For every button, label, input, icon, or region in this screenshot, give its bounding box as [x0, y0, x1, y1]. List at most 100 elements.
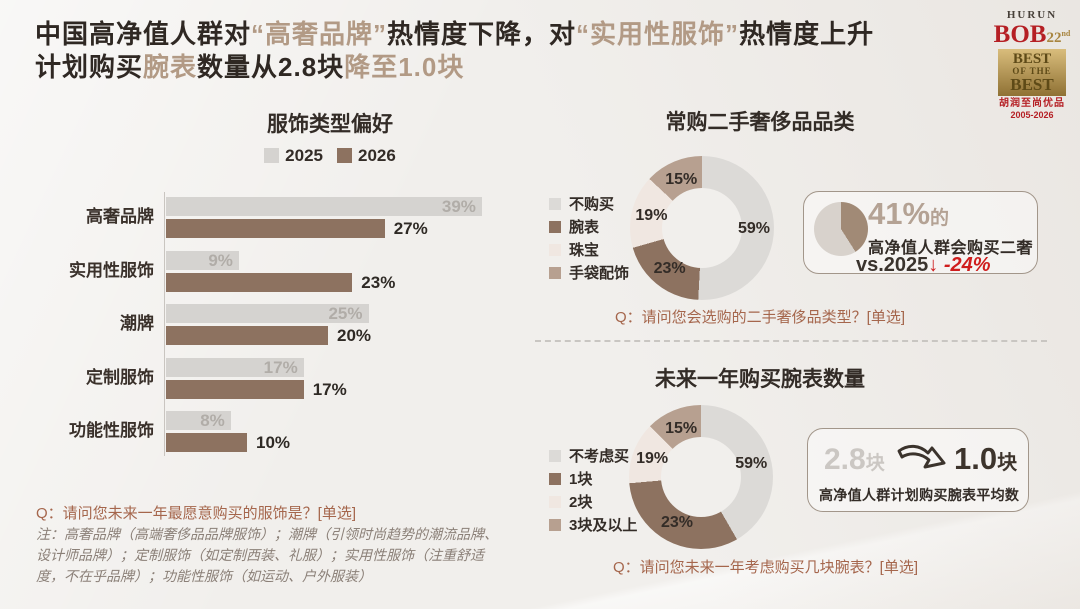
logo-best-3: BEST: [1010, 75, 1054, 94]
bar-2025-功能性服饰: 8%: [166, 411, 231, 430]
legend-swatch: [549, 518, 561, 531]
legend-item-不考虑买: 不考虑买: [549, 448, 637, 465]
legend-item-3块及以上: 3块及以上: [549, 517, 637, 534]
logo-edition: 22nd: [1046, 29, 1071, 46]
legend-item-腕表: 腕表: [549, 219, 629, 236]
donut2-title: 未来一年购买腕表数量: [655, 368, 865, 391]
bar-category-label: 定制服饰: [86, 367, 154, 387]
legend-item-1块: 1块: [549, 471, 637, 488]
logo-years: 2005-2026: [1010, 110, 1054, 120]
donut-slice-label-珠宝: 19%: [635, 206, 668, 224]
logo-best-2: OF THE: [1012, 66, 1052, 76]
logo-chinese-name: 胡润至尚优品: [999, 98, 1065, 109]
bar-chart-note: 注：高奢品牌（高端奢侈品品牌服饰）；潮牌（引领时尚趋势的潮流品牌、 设计师品牌）；…: [36, 524, 498, 587]
secondhand-callout-box: 41%的 高净值人群会购买二奢 vs.2025↓ -24%: [803, 191, 1038, 276]
logo-bob-text: BOB: [993, 21, 1047, 48]
bar-2025-定制服饰: 17%: [166, 357, 304, 377]
bar-2025-潮牌: 25%: [166, 304, 369, 323]
bar-value-label: 23%: [361, 272, 396, 292]
bar-chart: 高奢品牌 39% 27% 实用性服饰 9% 23% 潮牌 25% 20% 定制服饰 17% 17% 功能…: [36, 192, 516, 464]
legend-swatch: [549, 243, 561, 256]
callout1-description: 高净值人群会购买二奢: [868, 240, 1034, 257]
bar-category-label: 潮牌: [120, 314, 154, 333]
bar-2026-定制服饰: [166, 379, 304, 399]
callout1-vs-label: vs.2025: [856, 254, 929, 276]
title-highlight-watch: 腕表: [143, 52, 198, 82]
page-title: 中国高净值人群对“高奢品牌”热情度下降，对“实用性服饰”热情度上升 计划购买腕表…: [35, 18, 874, 84]
note-line: 设计师品牌）；定制服饰（如定制西装、礼服）；实用性服饰（注重舒适: [36, 547, 484, 563]
bar-value-label: 10%: [256, 433, 291, 452]
title-highlight-drop: 降至1.0块: [344, 52, 465, 82]
legend-swatch: [549, 472, 561, 485]
legend-item-2块: 2块: [549, 494, 637, 511]
legend-item-不购买: 不购买: [549, 196, 629, 213]
donut1-legend: 不购买 腕表 珠宝 手袋配饰: [549, 196, 629, 282]
title-text: 数量从2.8块: [197, 52, 345, 82]
callout2-caption: 高净值人群计划购买腕表平均数: [819, 487, 1020, 503]
donut-hole: [661, 437, 741, 517]
bar-value-label: 8%: [200, 411, 225, 430]
donut2-question: Q：请问您未来一年考虑购买几块腕表？[单选]: [613, 559, 919, 576]
bar-value-label: 9%: [208, 250, 233, 270]
legend-swatch: [549, 449, 561, 462]
legend-swatch: [549, 266, 561, 279]
logo-hurun-text: HURUN: [1006, 9, 1058, 21]
donut-slice-label-3块及以上: 15%: [665, 419, 698, 437]
title-highlight-luxury-brand: “高奢品牌”: [251, 19, 388, 49]
bar-2026-高奢品牌: [166, 219, 385, 238]
bar-2026-实用性服饰: [166, 272, 353, 292]
bar-chart-legend: 2025 2026: [160, 146, 500, 166]
watch-callout-box: 2.8块 1.0块 高净值人群计划购买腕表平均数: [807, 428, 1029, 512]
bar-value-label: 17%: [263, 357, 298, 377]
title-text: 计划购买: [35, 52, 144, 82]
note-line: 注：高奢品牌（高端奢侈品品牌服饰）；潮牌（引领时尚趋势的潮流品牌、: [36, 526, 498, 542]
donut1-question: Q：请问您会选购的二手奢侈品类型？[单选]: [615, 309, 906, 326]
logo-best-block: BEST OF THE BEST: [998, 49, 1066, 96]
title-line-1: 中国高净值人群对“高奢品牌”热情度下降，对“实用性服饰”热情度上升: [35, 18, 874, 51]
title-line-2: 计划购买腕表数量从2.8块降至1.0块: [35, 51, 874, 84]
title-text: 热情度下降，对: [387, 19, 577, 49]
legend-swatch: [337, 148, 352, 163]
bar-category-label: 高奢品牌: [86, 207, 154, 226]
donut2-chart: 59% 23% 19% 15%: [629, 405, 773, 549]
note-line: 度，不在乎品牌）；功能性服饰（如运动、户外服装）: [36, 568, 372, 584]
bar-value-label: 25%: [328, 304, 363, 323]
bar-2026-功能性服饰: [166, 433, 247, 452]
legend-item-2025: 2025: [264, 146, 323, 166]
donut2-legend: 不考虑买 1块 2块 3块及以上: [549, 448, 637, 534]
bar-2025-实用性服饰: 9%: [166, 250, 239, 270]
legend-item-2026: 2026: [337, 146, 396, 166]
donut-slice-label-2块: 19%: [636, 450, 669, 468]
legend-swatch: [549, 220, 561, 233]
section-divider: [535, 340, 1047, 342]
bar-2026-潮牌: [166, 326, 328, 345]
donut-slice-label-腕表: 23%: [653, 259, 686, 277]
bar-value-label: 20%: [337, 326, 372, 345]
callout1-change-value: -24%: [943, 254, 991, 276]
bar-chart-question: Q：请问您未来一年最愿意购买的服饰是？[单选]: [36, 505, 357, 522]
donut1-chart: 59% 23% 19% 15%: [630, 156, 774, 300]
title-highlight-practical-clothing: “实用性服饰”: [576, 19, 740, 49]
title-text: 中国高净值人群对: [35, 19, 252, 49]
title-text: 热情度上升: [739, 19, 875, 49]
donut1-title: 常购二手奢侈品品类: [665, 111, 855, 134]
legend-swatch: [549, 197, 561, 210]
decline-arrow-icon: [897, 444, 946, 469]
mini-pie-icon: [814, 202, 868, 256]
callout2-to-value: 1.0块: [954, 441, 1018, 476]
callout2-from-value: 2.8块: [824, 443, 885, 476]
legend-swatch: [264, 148, 280, 163]
bar-category-label: 功能性服饰: [69, 421, 154, 440]
bar-chart-title: 服饰类型偏好: [267, 113, 393, 136]
bar-2025-高奢品牌: 39%: [166, 197, 482, 216]
bar-axis-line: [164, 192, 165, 456]
logo-best-1: BEST: [1012, 51, 1052, 67]
callout1-suffix: 的: [930, 208, 950, 229]
hurun-best-of-the-best-logo: HURUN BOB22nd BEST OF THE BEST 胡润至尚优品 20…: [986, 10, 1078, 120]
bar-value-label: 39%: [441, 197, 476, 216]
bar-category-label: 实用性服饰: [69, 260, 154, 280]
down-arrow-icon: ↓: [928, 254, 939, 276]
donut-hole: [662, 188, 742, 268]
legend-item-手袋配饰: 手袋配饰: [549, 265, 629, 282]
